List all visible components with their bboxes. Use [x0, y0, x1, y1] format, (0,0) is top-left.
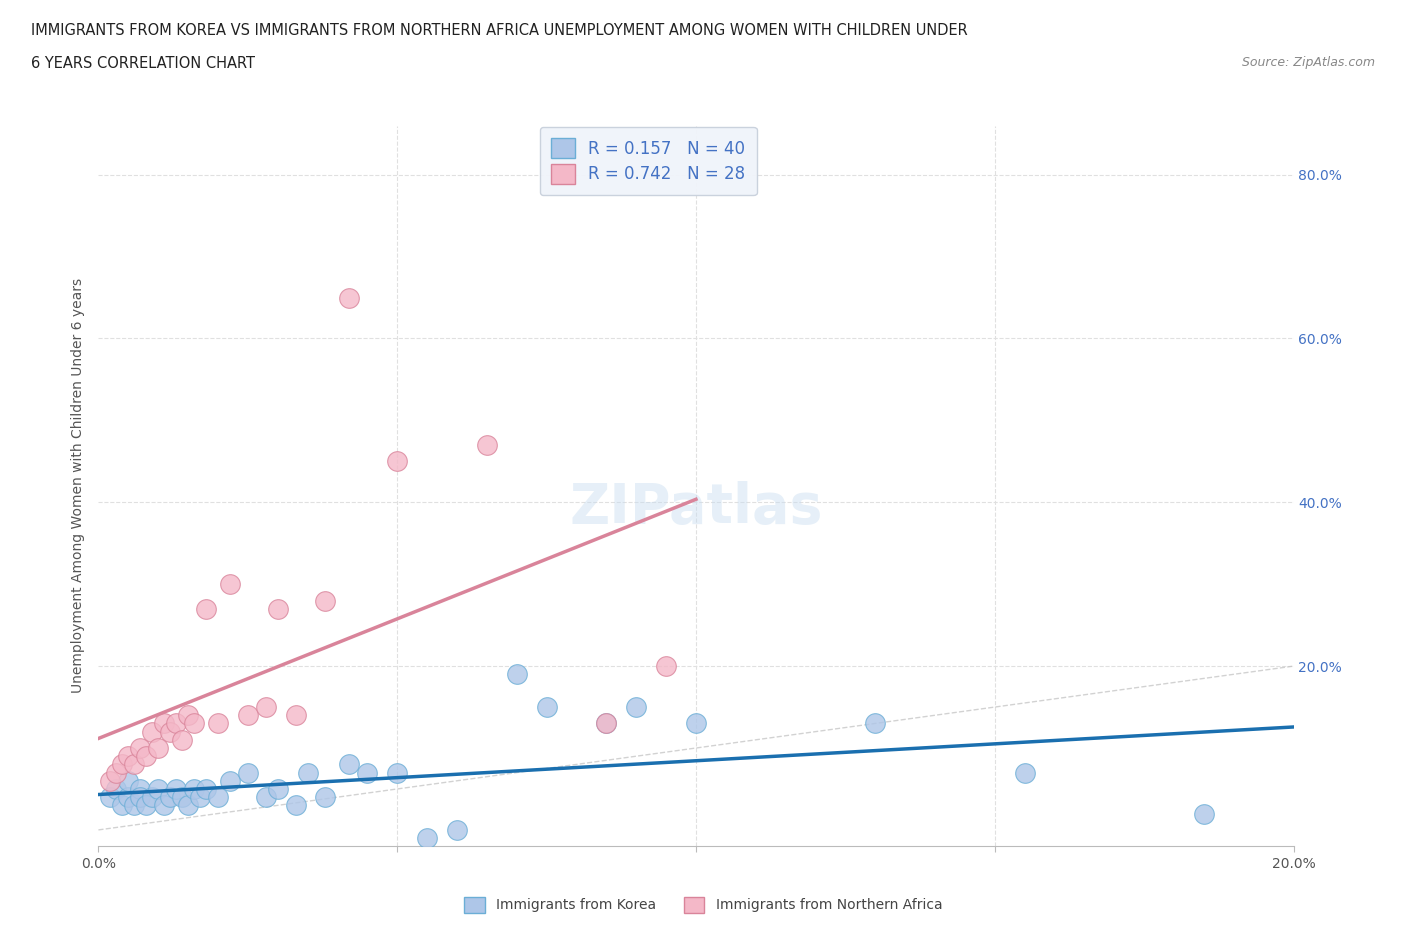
Point [165, 716, 187, 731]
Point [297, 765, 319, 780]
Point [159, 790, 181, 804]
Point [446, 822, 468, 837]
Point [506, 667, 529, 682]
Point [148, 781, 170, 796]
Point [416, 830, 439, 845]
Point [339, 757, 360, 772]
Point [207, 716, 229, 731]
Text: IMMIGRANTS FROM KOREA VS IMMIGRANTS FROM NORTHERN AFRICA UNEMPLOYMENT AMONG WOME: IMMIGRANTS FROM KOREA VS IMMIGRANTS FROM… [31, 23, 967, 38]
Point [172, 790, 194, 804]
Point [177, 798, 200, 813]
Point [595, 716, 617, 731]
Point [284, 708, 307, 723]
Point [105, 765, 128, 780]
Point [100, 790, 122, 804]
Point [356, 765, 378, 780]
Point [153, 798, 176, 813]
Point [165, 781, 187, 796]
Point [177, 708, 200, 723]
Point [655, 658, 678, 673]
Point [315, 790, 337, 804]
Point [284, 798, 307, 813]
Legend: R = 0.157   N = 40, R = 0.742   N = 28: R = 0.157 N = 40, R = 0.742 N = 28 [540, 126, 756, 195]
Point [117, 749, 139, 764]
Point [148, 740, 170, 755]
Point [536, 699, 558, 714]
Point [195, 602, 218, 617]
Point [111, 798, 134, 813]
Point [124, 757, 146, 772]
Point [315, 593, 337, 608]
Point [105, 781, 128, 796]
Point [267, 602, 290, 617]
Point [219, 577, 242, 591]
Y-axis label: Unemployment Among Women with Children Under 6 years: Unemployment Among Women with Children U… [70, 278, 84, 694]
Point [100, 774, 122, 789]
Point [124, 798, 146, 813]
Point [129, 781, 152, 796]
Point [135, 798, 157, 813]
Point [172, 733, 194, 748]
Point [385, 454, 409, 469]
Point [595, 716, 617, 731]
Point [254, 699, 277, 714]
Legend: Immigrants from Korea, Immigrants from Northern Africa: Immigrants from Korea, Immigrants from N… [458, 891, 948, 919]
Point [183, 716, 205, 731]
Point [141, 724, 163, 739]
Point [117, 790, 139, 804]
Point [207, 790, 229, 804]
Point [385, 765, 409, 780]
Point [135, 749, 157, 764]
Point [685, 716, 707, 731]
Point [236, 765, 259, 780]
Point [1192, 806, 1215, 821]
Point [153, 716, 176, 731]
Text: 6 YEARS CORRELATION CHART: 6 YEARS CORRELATION CHART [31, 56, 254, 71]
Point [236, 708, 259, 723]
Point [267, 781, 290, 796]
Point [129, 740, 152, 755]
Point [111, 757, 134, 772]
Text: ZIPatlas: ZIPatlas [569, 481, 823, 535]
Point [219, 774, 242, 789]
Point [188, 790, 211, 804]
Point [339, 290, 360, 305]
Point [1014, 765, 1036, 780]
Point [117, 774, 139, 789]
Point [195, 781, 218, 796]
Point [183, 781, 205, 796]
Point [159, 724, 181, 739]
Point [254, 790, 277, 804]
Point [129, 790, 152, 804]
Point [865, 716, 887, 731]
Point [626, 699, 648, 714]
Text: Source: ZipAtlas.com: Source: ZipAtlas.com [1241, 56, 1375, 69]
Point [141, 790, 163, 804]
Point [475, 437, 498, 452]
